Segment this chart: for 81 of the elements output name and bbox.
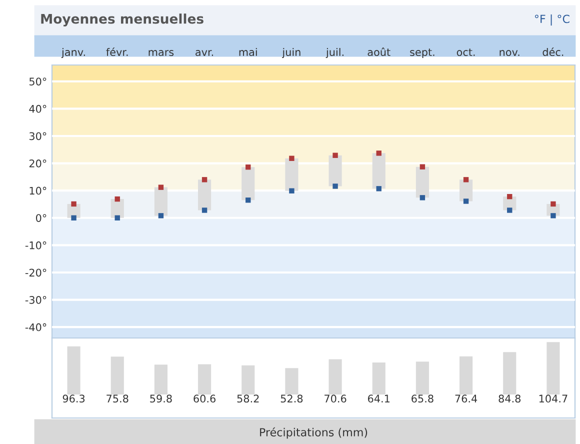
bar: [67, 346, 80, 394]
x-tick-label: févr.: [106, 48, 128, 56]
x-tick-label: mai: [239, 48, 257, 56]
point: [550, 213, 556, 218]
point: [332, 184, 338, 189]
x-tick-label: déc.: [542, 48, 564, 56]
bar: [110, 356, 124, 394]
bar: [198, 364, 212, 394]
y-tick-label: 20°: [29, 160, 46, 168]
data-label: 75.8: [106, 394, 128, 403]
x-tick-label: oct.: [456, 48, 475, 56]
point: [420, 164, 426, 170]
bar: [154, 364, 168, 394]
data-label: 58.2: [237, 394, 259, 403]
point: [507, 194, 512, 200]
data-label: 76.4: [455, 394, 478, 403]
text: °F | °C: [534, 14, 570, 26]
point: [550, 201, 556, 207]
bar: [328, 155, 342, 186]
bar: [285, 158, 298, 191]
data-label: 52.8: [280, 394, 303, 403]
point: [289, 188, 294, 194]
point: [289, 156, 294, 161]
x-tick-label: août: [368, 48, 390, 56]
bar: [198, 180, 212, 210]
y-tick-label: -40°: [25, 323, 46, 332]
y-tick-label: 50°: [29, 78, 46, 86]
chart-title: Moyennes mensuelles: [41, 14, 204, 26]
y-tick-label: 40°: [29, 104, 46, 113]
point: [114, 196, 120, 202]
bar: [242, 365, 255, 394]
point: [158, 213, 164, 218]
point: [332, 152, 338, 158]
data-label: 60.6: [194, 394, 216, 403]
bar: [242, 167, 255, 200]
point: [114, 215, 120, 220]
x-tick-label: mars: [148, 50, 174, 56]
point: [246, 164, 251, 170]
bar: [285, 368, 298, 394]
bar: [503, 352, 516, 394]
point: [71, 201, 76, 207]
y-tick-label: -10°: [25, 241, 46, 250]
y-tick-label: 10°: [30, 186, 46, 195]
x-tick-label: juin: [282, 48, 300, 58]
point: [376, 150, 382, 156]
point: [463, 198, 469, 204]
bar: [328, 359, 342, 394]
data-label: 64.1: [368, 394, 390, 403]
data-label: 96.3: [62, 394, 85, 403]
bar: [372, 153, 386, 189]
point: [202, 177, 208, 182]
x-tick-label: janv.: [61, 48, 85, 58]
y-tick-label: -30°: [25, 296, 46, 304]
point: [420, 195, 426, 200]
y-tick-label: 0°: [36, 214, 46, 222]
bar: [372, 362, 386, 394]
point: [71, 215, 76, 220]
bar: [110, 199, 124, 218]
y-tick-label: -20°: [25, 268, 46, 277]
bar: [154, 187, 168, 216]
point: [463, 177, 469, 182]
x-axis-title: Précipitations (mm): [260, 427, 368, 439]
data-label: 104.7: [539, 394, 568, 403]
x-tick-label: juil.: [326, 48, 344, 58]
x-tick-label: nov.: [500, 50, 520, 56]
data-label: 70.6: [324, 394, 346, 403]
bar: [416, 362, 429, 394]
bar: [416, 166, 429, 198]
point: [507, 208, 512, 213]
bar: [460, 356, 473, 394]
point: [376, 186, 382, 192]
point: [202, 208, 208, 213]
x-tick-label: avr.: [196, 50, 214, 56]
point: [158, 184, 164, 190]
data-label: 65.8: [412, 394, 434, 403]
y-tick-label: 30°: [29, 132, 46, 140]
data-label: 84.8: [498, 394, 521, 403]
x-tick-label: sept.: [410, 48, 434, 58]
point: [246, 198, 251, 203]
data-label: 59.8: [150, 394, 172, 403]
bar: [546, 342, 560, 394]
